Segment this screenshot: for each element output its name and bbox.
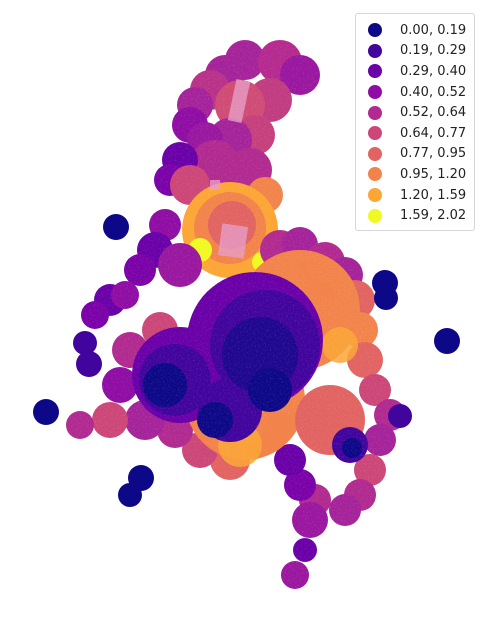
legend-item: 0.52, 0.64 (356, 102, 474, 123)
legend-swatch (368, 208, 382, 223)
legend-label: 0.40, 0.52 (400, 84, 467, 100)
legend-item: 0.64, 0.77 (356, 123, 474, 144)
legend-item: 0.29, 0.40 (356, 61, 474, 82)
legend-swatch (368, 64, 382, 79)
legend-swatch (368, 146, 382, 161)
legend-label: 0.29, 0.40 (400, 63, 467, 79)
legend-label: 0.19, 0.29 (400, 43, 467, 59)
legend-label: 0.52, 0.64 (400, 105, 467, 121)
legend-swatch (368, 43, 382, 58)
legend-item: 1.20, 1.59 (356, 185, 474, 206)
legend-item: 0.77, 0.95 (356, 144, 474, 165)
legend-item: 0.00, 0.19 (356, 20, 474, 41)
legend-item: 0.19, 0.29 (356, 41, 474, 62)
legend-label: 0.77, 0.95 (400, 146, 467, 162)
map-legend: 0.00, 0.19 0.19, 0.29 0.29, 0.40 0.40, 0.52… (355, 13, 475, 231)
legend-label: 1.59, 2.02 (400, 208, 467, 224)
legend-swatch (368, 167, 382, 182)
legend-item: 1.59, 2.02 (356, 205, 474, 226)
legend-swatch (368, 105, 382, 120)
legend-label: 0.00, 0.19 (400, 22, 467, 38)
legend-swatch (368, 188, 382, 203)
outlier-points (33, 214, 460, 507)
legend-item: 0.95, 1.20 (356, 164, 474, 185)
legend-label: 1.20, 1.59 (400, 187, 467, 203)
legend-item: 0.40, 0.52 (356, 82, 474, 103)
legend-swatch (368, 126, 382, 141)
legend-label: 0.64, 0.77 (400, 125, 467, 141)
legend-swatch (368, 85, 382, 100)
legend-label: 0.95, 1.20 (400, 166, 467, 182)
legend-swatch (368, 23, 382, 38)
